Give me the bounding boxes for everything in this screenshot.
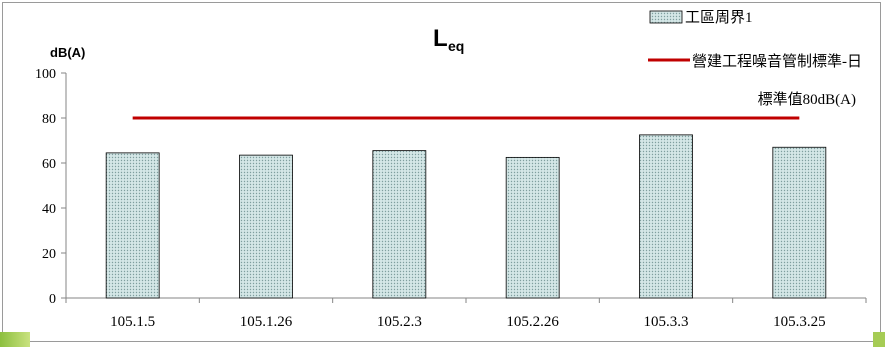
x-tick-label: 105.2.26: [506, 314, 559, 330]
y-tick-label: 80: [42, 112, 56, 127]
reference-line-group: 標準值80dB(A): [132, 91, 856, 120]
slide-decoration-right: [873, 332, 885, 347]
y-axis-label: dB(A): [50, 45, 85, 60]
y-axis: 0 20 40 60 80 100: [35, 67, 67, 307]
y-tick-label: 40: [42, 202, 56, 217]
legend-label-line: 營建工程噪音管制標準-日: [692, 53, 862, 70]
bar: [505, 156, 560, 299]
chart-title-main: L: [433, 25, 448, 52]
x-tick-label: 105.1.26: [240, 314, 293, 330]
bars-group: [105, 134, 827, 299]
y-tick-label: 100: [35, 67, 56, 82]
chart-title: L eq: [433, 25, 464, 54]
reference-line-label: 標準值80dB(A): [758, 91, 856, 108]
x-tick-label: 105.3.25: [773, 314, 826, 330]
legend-swatch-bars: [649, 10, 683, 24]
chart-title-subscript: eq: [448, 38, 464, 54]
y-tick-label: 20: [42, 247, 56, 262]
x-tick-label: 105.3.3: [644, 314, 689, 330]
bar: [239, 154, 293, 299]
slide-decoration-left: [0, 332, 30, 347]
bar: [772, 146, 827, 299]
x-tick-label: 105.1.5: [110, 314, 155, 330]
y-tick-label: 60: [42, 157, 56, 172]
legend-label-bars: 工區周界1: [685, 9, 753, 26]
legend: 工區周界1 營建工程噪音管制標準-日: [648, 9, 862, 70]
x-tick-label: 105.2.3: [377, 314, 422, 330]
bar: [639, 134, 693, 299]
bar: [105, 152, 160, 299]
x-axis: 105.1.5 105.1.26 105.2.3 105.2.26 105.3.3 105…: [65, 297, 867, 330]
bar: [372, 150, 427, 299]
y-tick-label: 0: [49, 292, 56, 307]
